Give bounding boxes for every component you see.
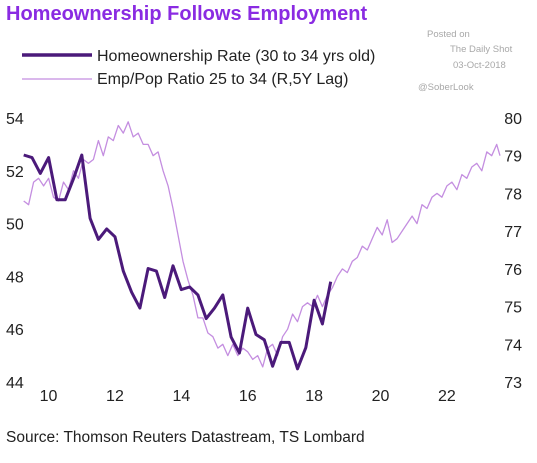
left-axis-tick-48: 48 — [6, 269, 24, 286]
series-line-homeownership — [23, 153, 333, 371]
x-axis-tick-16: 16 — [239, 388, 257, 405]
right-axis-tick-76: 76 — [504, 262, 522, 279]
left-axis-tick-44: 44 — [6, 375, 24, 392]
watermark-handle: @SoberLook — [418, 82, 474, 93]
source-note: Source: Thomson Reuters Datastream, TS L… — [6, 429, 365, 446]
x-axis-tick-22: 22 — [438, 388, 456, 405]
legend-label-homeownership: Homeownership Rate (30 to 34 yrs old) — [97, 48, 375, 65]
left-axis-tick-46: 46 — [6, 322, 24, 339]
left-axis-tick-54: 54 — [6, 111, 24, 128]
x-axis-tick-20: 20 — [372, 388, 390, 405]
watermark-source: The Daily Shot — [450, 44, 513, 55]
chart-title: Homeownership Follows Employment — [6, 3, 367, 25]
x-axis-tick-12: 12 — [106, 388, 124, 405]
x-axis-tick-14: 14 — [172, 388, 190, 405]
x-axis-tick-18: 18 — [305, 388, 323, 405]
right-axis-tick-80: 80 — [504, 111, 522, 128]
right-axis-tick-77: 77 — [504, 224, 522, 241]
right-axis-tick-73: 73 — [504, 375, 522, 392]
watermark-posted-on: Posted on — [427, 29, 470, 40]
right-axis-tick-74: 74 — [504, 337, 522, 354]
watermark-date: 03-Oct-2018 — [453, 60, 506, 71]
left-axis-tick-50: 50 — [6, 217, 24, 234]
x-axis-tick-10: 10 — [40, 388, 58, 405]
right-axis-tick-78: 78 — [504, 186, 522, 203]
right-axis-tick-79: 79 — [504, 149, 522, 166]
left-axis-tick-52: 52 — [6, 164, 24, 181]
right-axis-tick-75: 75 — [504, 300, 522, 317]
series-line-emp-pop-ratio — [23, 121, 501, 368]
legend-label-emp-pop-ratio: Emp/Pop Ratio 25 to 34 (R,5Y Lag) — [97, 71, 348, 88]
